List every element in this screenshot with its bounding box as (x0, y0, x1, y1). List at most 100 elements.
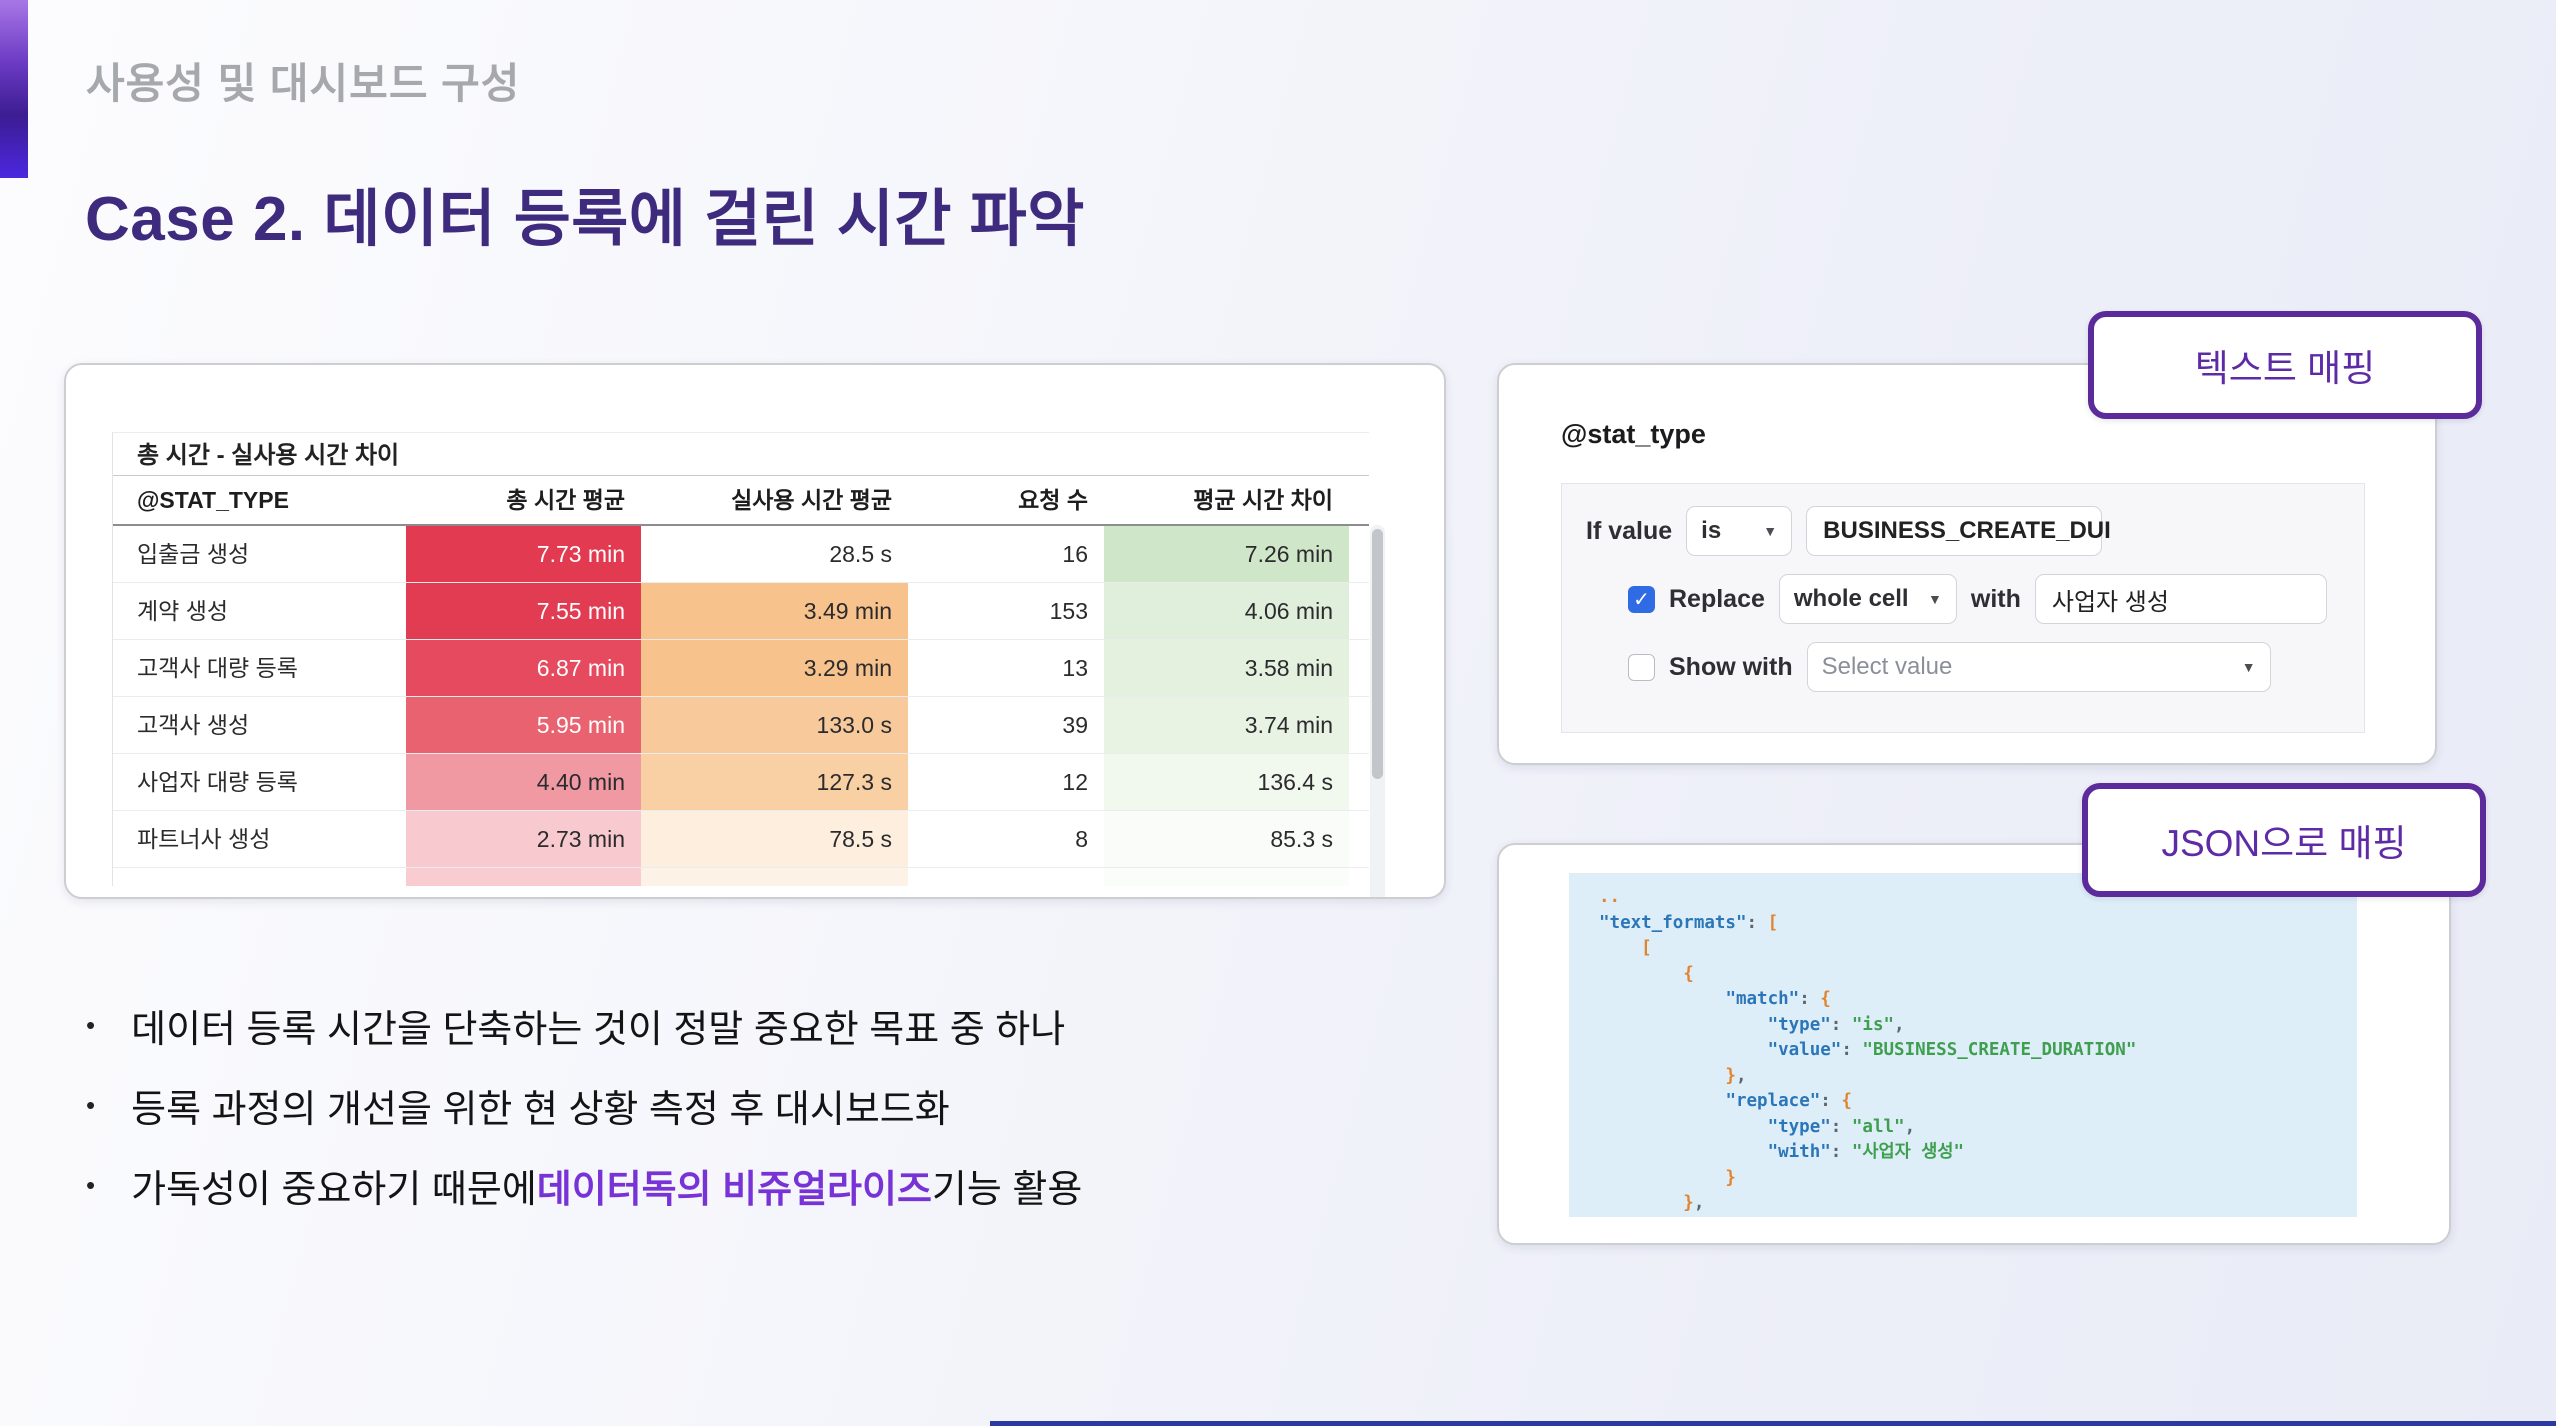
bullet-item: • 데이터 등록 시간을 단축하는 것이 정말 중요한 목표 중 하나 (86, 985, 1426, 1065)
column-header[interactable]: 총 시간 평균 (506, 487, 625, 513)
replace-with-input[interactable]: 사업자 생성 (2034, 574, 2327, 624)
table-cell (1104, 868, 1349, 886)
json-mapping-badge: JSON으로 매핑 (2082, 783, 2486, 897)
bullet-text: 기능 활용 (931, 1168, 1083, 1211)
operator-value: is (1701, 517, 1722, 544)
code-line: "type": "all", (1767, 1116, 1916, 1137)
table-cell: 3.29 min (641, 640, 908, 696)
table-cell: 153 (1049, 598, 1088, 624)
table-widget: 총 시간 - 실사용 시간 차이 @STAT_TYPE 총 시간 평균 실사용 시간… (112, 432, 1385, 897)
code-line: }, (1599, 1193, 1705, 1213)
table-cell: 78.5 s (641, 811, 908, 867)
json-code-block: .. "text_formats": [ [ { "match": { "type… (1569, 873, 2357, 1217)
table-cell: 3.74 min (1104, 697, 1349, 753)
column-header[interactable]: 실사용 시간 평균 (731, 487, 892, 513)
match-value-input[interactable]: BUSINESS_CREATE_DUI (1806, 506, 2111, 556)
json-code: .. "text_formats": [ [ { "match": { "type… (1599, 885, 2357, 1217)
table-header-row: @STAT_TYPE 총 시간 평균 실사용 시간 평균 요청 수 평균 시간 차이 (113, 476, 1369, 526)
table-row: 고객사 대량 등록 6.87 min 3.29 min 13 3.58 min (113, 639, 1369, 696)
replace-label: Replace (1669, 584, 1765, 613)
table-cell: 4.06 min (1104, 583, 1349, 639)
page-title: Case 2. 데이터 등록에 걸린 시간 파악 (85, 185, 1085, 254)
table-body: 입출금 생성 7.73 min 28.5 s 16 7.26 min 계약 생성 7.55 … (113, 526, 1369, 867)
bullet-dot-icon: • (86, 1169, 96, 1200)
table-scrollbar[interactable] (1370, 525, 1385, 897)
slide-eyebrow: 사용성 및 대시보드 구성 (86, 60, 521, 107)
chevron-down-icon: ▼ (1928, 591, 1942, 607)
bullet-highlight-text: 데이터독의 비쥬얼라이즈 (536, 1168, 932, 1211)
code-line: "match": { (1725, 989, 1831, 1009)
slide-accent-bar (0, 0, 28, 178)
if-value-label: If value (1586, 516, 1673, 545)
table-cell: 5.95 min (406, 697, 641, 753)
replace-row: ✓ Replace whole cell ▼ with 사업자 생성 (1586, 574, 2340, 624)
column-header[interactable]: @STAT_TYPE (137, 487, 289, 513)
table-cell: 136.4 s (1104, 754, 1349, 810)
bottom-accent-line (990, 1421, 2556, 1426)
table-cell: 133.0 s (641, 697, 908, 753)
code-line: "with": "사업자 생성" (1767, 1142, 1964, 1162)
scrollbar-thumb[interactable] (1372, 529, 1383, 779)
show-with-row: Show with Select value ▼ (1586, 642, 2340, 692)
table-cell: 파트너사 생성 (137, 826, 271, 852)
chevron-down-icon: ▼ (2241, 659, 2256, 675)
bullet-text: 가독성이 중요하기 때문에 (131, 1168, 537, 1211)
code-line: .. (1599, 887, 1621, 907)
mapping-panel: If value is ▼ BUSINESS_CREATE_DUI ✓ Repl… (1561, 483, 2365, 733)
column-header[interactable]: 평균 시간 차이 (1193, 487, 1333, 513)
show-with-checkbox[interactable] (1628, 653, 1655, 681)
show-with-label: Show with (1669, 652, 1793, 681)
table-cell: 28.5 s (641, 526, 908, 582)
replace-scope-select[interactable]: whole cell ▼ (1778, 574, 1957, 624)
bullet-text: 등록 과정의 개선을 위한 현 상황 측정 후 대시보드화 (131, 1088, 950, 1131)
table-cell: 12 (1062, 769, 1088, 795)
code-line: "text_formats": [ (1599, 912, 1779, 933)
bullet-list: • 데이터 등록 시간을 단축하는 것이 정말 중요한 목표 중 하나 • 등록 과정… (86, 985, 1426, 1225)
bullet-text: 데이터 등록 시간을 단축하는 것이 정말 중요한 목표 중 하나 (131, 1008, 1066, 1051)
table-partial-row (113, 867, 1369, 886)
table-cell: 6.87 min (406, 640, 641, 696)
table-cell (908, 868, 1104, 886)
code-line: { (1599, 963, 1694, 984)
table-cell: 127.3 s (641, 754, 908, 810)
table-cell (406, 868, 641, 886)
table-cell: 고객사 대량 등록 (137, 655, 298, 681)
table-cell: 8 (1075, 826, 1088, 852)
table-cell: 85.3 s (1104, 811, 1349, 867)
if-value-row: If value is ▼ BUSINESS_CREATE_DUI (1586, 506, 2340, 556)
table-cell (113, 868, 406, 886)
operator-select[interactable]: is ▼ (1686, 506, 1793, 556)
text-mapping-badge: 텍스트 매핑 (2088, 311, 2482, 419)
bullet-item: • 등록 과정의 개선을 위한 현 상황 측정 후 대시보드화 (86, 1065, 1426, 1145)
check-icon: ✓ (1633, 588, 1650, 611)
table-cell: 3.49 min (641, 583, 908, 639)
code-line: [ (1599, 938, 1652, 958)
table-cell (641, 868, 908, 886)
replace-checkbox[interactable]: ✓ (1628, 585, 1655, 613)
code-line: "replace": { (1725, 1091, 1852, 1111)
bullet-dot-icon: • (86, 1009, 96, 1040)
show-with-select[interactable]: Select value ▼ (1806, 642, 2271, 692)
with-label: with (1970, 584, 2021, 613)
table-cell: 고객사 생성 (137, 712, 250, 738)
table-cell: 4.40 min (406, 754, 641, 810)
chevron-down-icon: ▼ (1763, 523, 1778, 539)
dashboard-table-card: 총 시간 - 실사용 시간 차이 @STAT_TYPE 총 시간 평균 실사용 시간… (64, 363, 1446, 899)
table-row: 입출금 생성 7.73 min 28.5 s 16 7.26 min (113, 526, 1369, 582)
show-with-placeholder: Select value (1821, 653, 1953, 680)
table-row: 계약 생성 7.55 min 3.49 min 153 4.06 min (113, 582, 1369, 639)
column-header[interactable]: 요청 수 (1018, 487, 1088, 513)
table-cell: 계약 생성 (137, 598, 229, 624)
table-cell: 39 (1062, 712, 1088, 738)
table-cell: 7.26 min (1104, 526, 1349, 582)
mapping-field-name: @stat_type (1561, 419, 1706, 449)
table-cell: 13 (1062, 655, 1088, 681)
table-row: 사업자 대량 등록 4.40 min 127.3 s 12 136.4 s (113, 753, 1369, 810)
replace-scope-value: whole cell (1793, 585, 1909, 612)
code-line: }, (1599, 1065, 1747, 1086)
table-widget-title: 총 시간 - 실사용 시간 차이 (113, 433, 1369, 476)
code-line: "value": "BUSINESS_CREATE_DURATION" (1767, 1040, 2137, 1060)
code-line: "type": "is", (1767, 1014, 1905, 1035)
table-row: 고객사 생성 5.95 min 133.0 s 39 3.74 min (113, 696, 1369, 753)
